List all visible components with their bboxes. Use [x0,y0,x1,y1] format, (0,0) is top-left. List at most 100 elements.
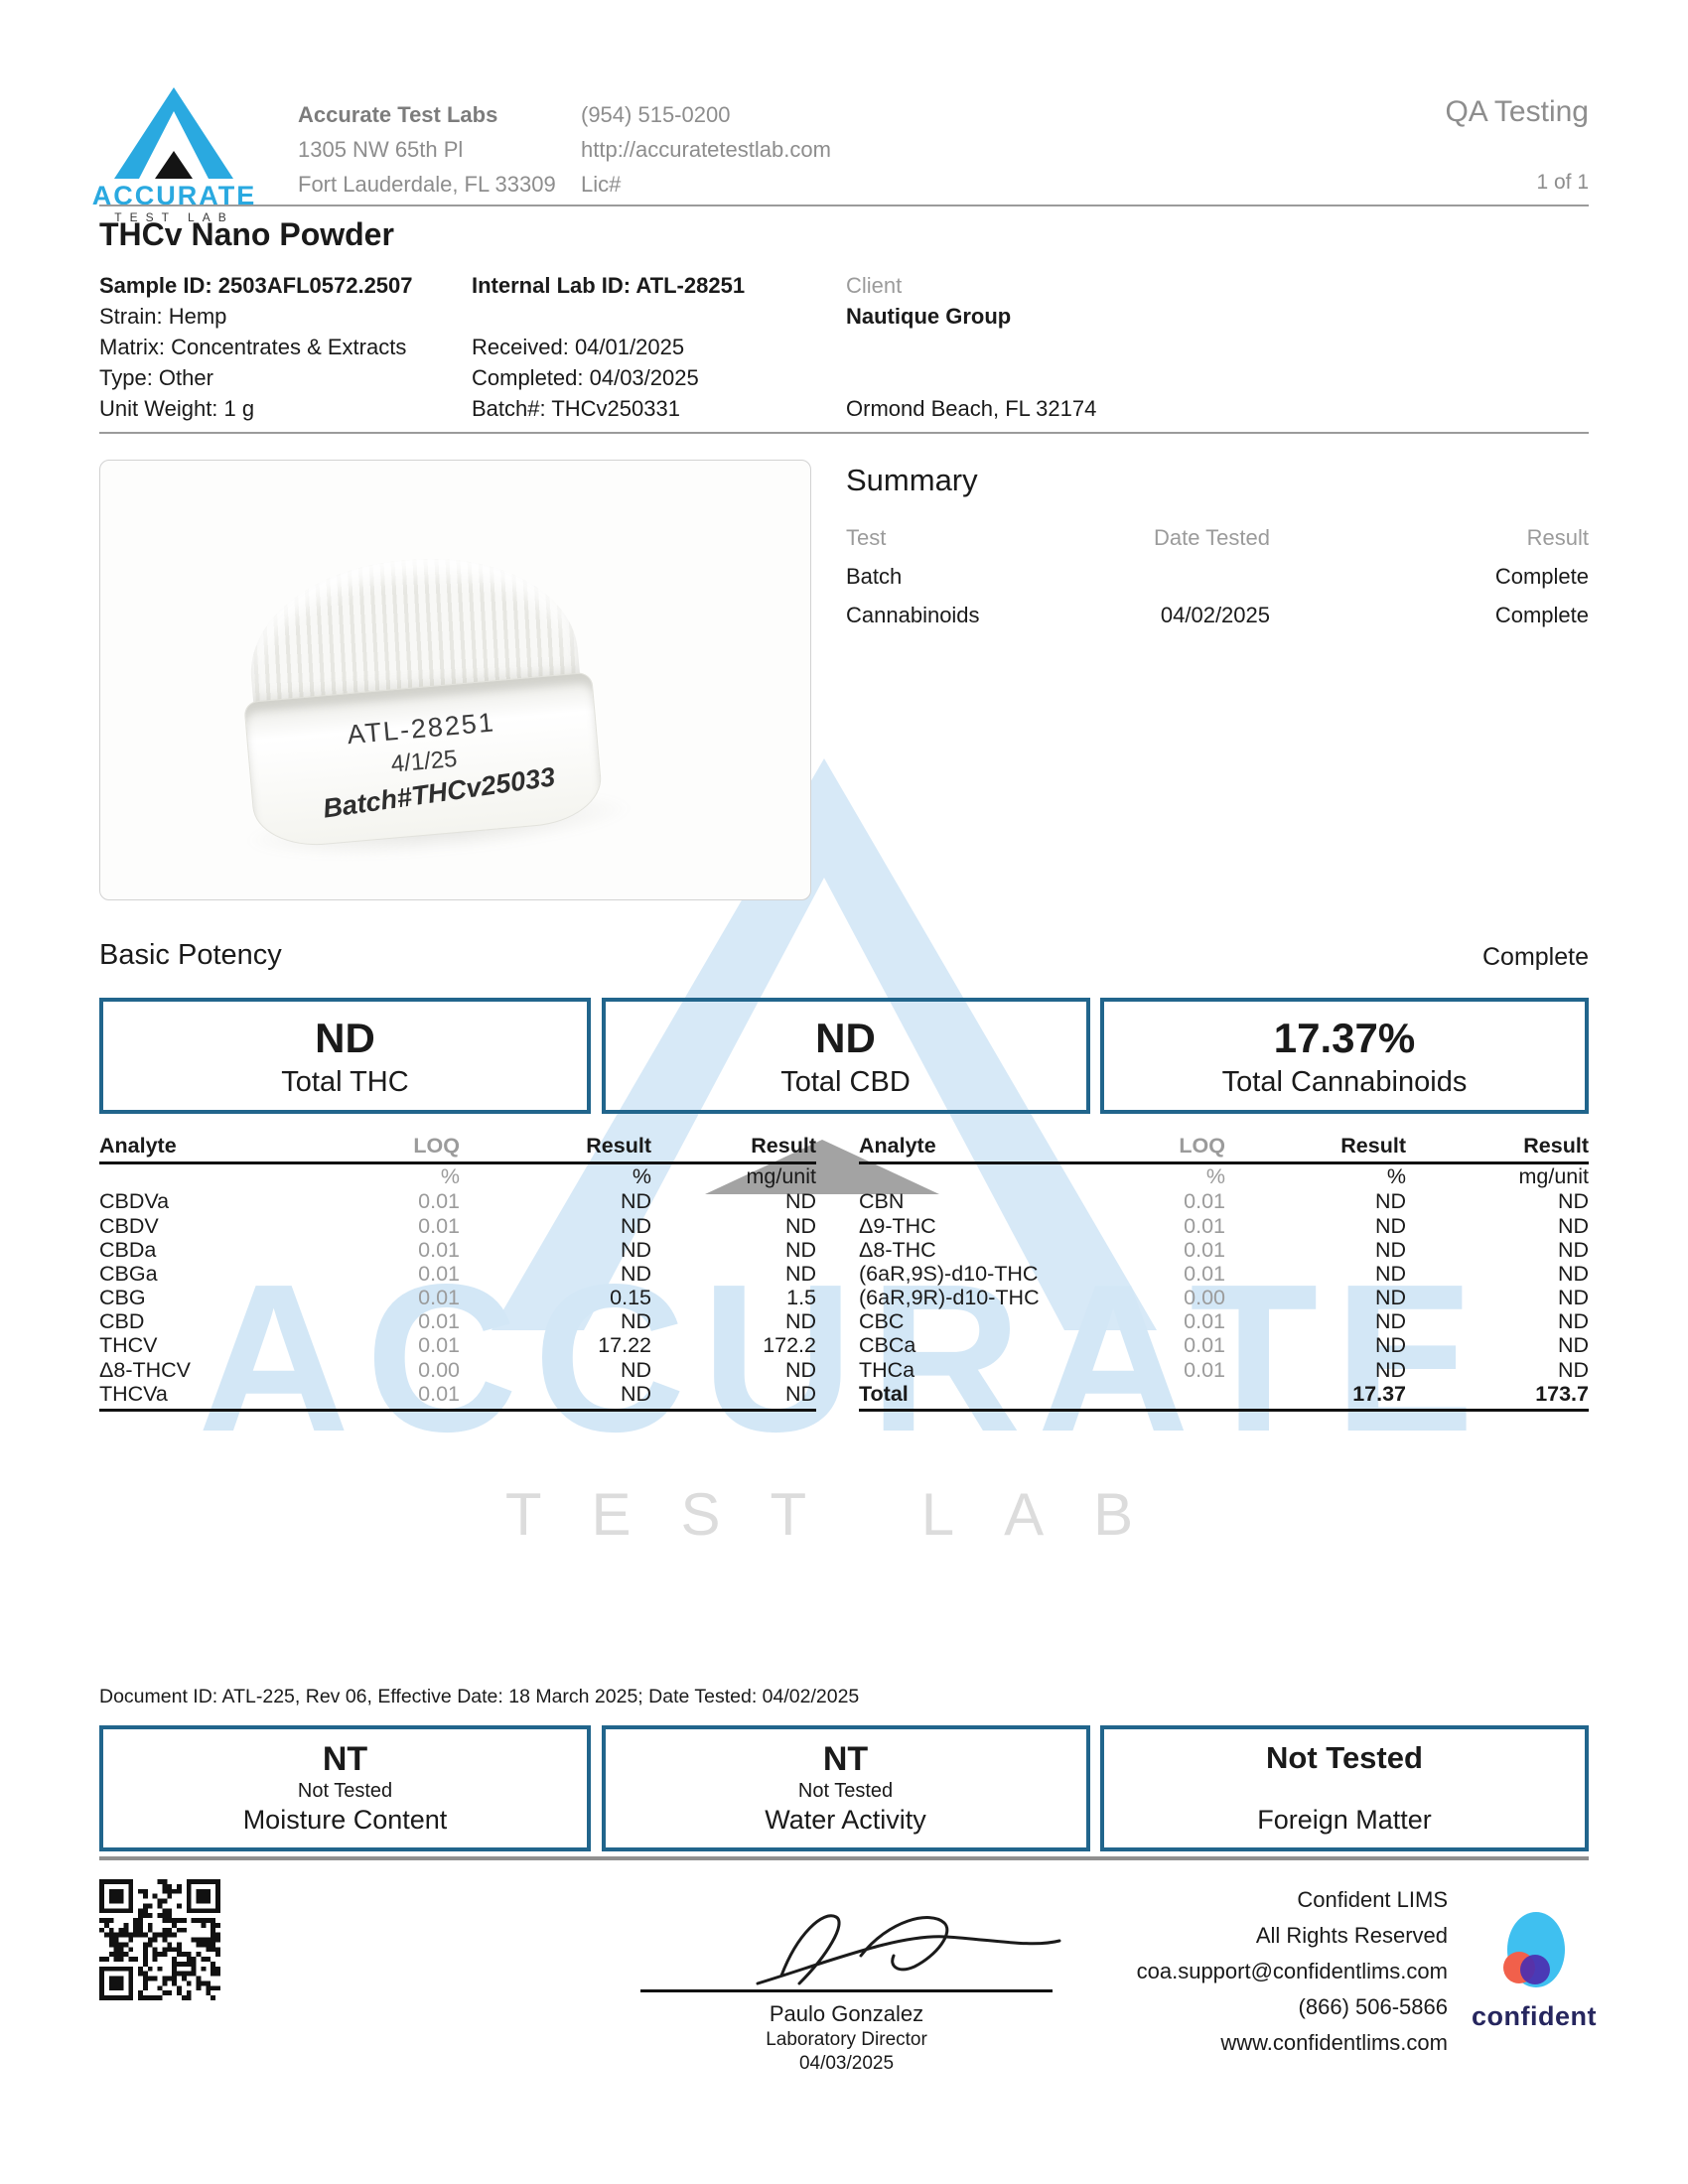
analyte-loq: 0.01 [418,1213,460,1238]
analyte-pct: ND [620,1189,651,1214]
analyte-col-result2: Result [751,1134,816,1159]
client-label: Client [846,273,903,298]
lims-info-block: Confident LIMS All Rights Reserved coa.s… [951,1882,1448,2061]
analyte-table-body: %% mg/unit CBN 0.01 ND ND Δ9-THC 0.01 ND ND Δ8-THC… [859,1164,1589,1412]
analyte-loq: 0.01 [1184,1261,1225,1286]
analyte-pct: ND [1374,1189,1406,1214]
water-activity-subtext: Not Tested [797,1779,894,1802]
analyte-units-row: %% mg/unit [99,1164,816,1190]
analyte-loq: 0.01 [418,1381,460,1406]
summary-result: Complete [1494,563,1589,589]
analyte-pct: ND [620,1309,651,1334]
analyte-col-result1: Result [1340,1134,1406,1159]
summary-title: Summary [846,463,978,497]
water-activity-label: Water Activity [765,1805,926,1835]
analyte-mg: ND [784,1237,816,1262]
analyte-row: THCa 0.01 ND ND [859,1358,1589,1382]
analyte-pct: ND [1374,1309,1406,1334]
analyte-pct: 17.22 [598,1333,651,1358]
analyte-header-row: Analyte LOQ Result Result [99,1132,816,1164]
analyte-mg: ND [1557,1237,1589,1262]
summary-row: Batch Complete [846,557,1589,596]
analyte-mg: ND [784,1309,816,1334]
summary-result: Complete [1494,602,1589,627]
analyte-col-result2: Result [1523,1134,1589,1159]
analyte-analyte: Δ9-THC [859,1213,936,1238]
analyte-loq: 0.01 [418,1286,460,1310]
basic-potency-title: Basic Potency [99,939,282,971]
analyte-loq: 0.01 [418,1309,460,1334]
sample-received: Received: 04/01/2025 [472,335,685,359]
analyte-row: CBDV 0.01 ND ND [99,1214,816,1238]
analyte-pct: ND [620,1261,651,1286]
analyte-pct: ND [1374,1333,1406,1358]
sample-unit-weight: Unit Weight: 1 g [99,396,255,421]
sample-info-col1: Sample ID: 2503AFL0572.2507 Strain: Hemp… [99,270,413,424]
analyte-pct: ND [620,1237,651,1262]
lab-name: Accurate Test Labs [298,102,498,127]
analyte-mg: ND [784,1261,816,1286]
lims-phone: (866) 506-5866 [1298,1994,1448,2019]
analyte-mg: ND [1557,1286,1589,1310]
confident-logo-text: confident [1472,2001,1597,2031]
lab-contact-block: (954) 515-0200 http://accuratetestlab.co… [581,97,831,202]
analyte-analyte: THCV [99,1333,158,1358]
total-cbd-value: ND [815,1015,876,1061]
analyte-analyte: THCa [859,1357,915,1382]
header-divider [99,205,1589,206]
analyte-mg: 1.5 [786,1286,816,1310]
analyte-mg: 172.2 [763,1333,816,1358]
watermark-accurate-text: ACCURATE [198,1240,1490,1475]
analyte-analyte: Total [859,1381,909,1406]
analyte-analyte: CBC [859,1309,905,1334]
potency-cards: ND Total THC ND Total CBD 17.37% Total C… [99,998,1589,1114]
unit-loq: % [1205,1164,1225,1189]
lab-address-line1: 1305 NW 65th Pl [298,137,464,162]
analyte-row: (6aR,9R)-d10-THC 0.00 ND ND [859,1287,1589,1310]
analyte-row: CBDa 0.01 ND ND [99,1238,816,1262]
analyte-row: THCV 0.01 17.22 172.2 [99,1334,816,1358]
analyte-row: CBG 0.01 0.15 1.5 [99,1287,816,1310]
analyte-pct: ND [620,1381,651,1406]
internal-lab-id: Internal Lab ID: ATL-28251 [472,273,746,298]
total-cannabinoids-card: 17.37% Total Cannabinoids [1100,998,1589,1114]
foreign-matter-value: Not Tested [1266,1740,1423,1775]
analyte-analyte: CBDVa [99,1189,170,1214]
lab-address-block: Accurate Test Labs 1305 NW 65th Pl Fort … [298,97,556,202]
summary-col-test: Test [846,524,887,550]
analyte-analyte: (6aR,9S)-d10-THC [859,1261,1039,1286]
moisture-content-subtext: Not Tested [297,1779,393,1802]
analyte-col-result1: Result [586,1134,651,1159]
lims-rights: All Rights Reserved [1255,1923,1448,1948]
analyte-pct: ND [1374,1261,1406,1286]
moisture-content-value: NT [322,1740,368,1778]
summary-test: Cannabinoids [846,602,980,627]
analyte-analyte: (6aR,9R)-d10-THC [859,1286,1040,1310]
lims-name: Confident LIMS [1297,1887,1448,1912]
analyte-mg: ND [1557,1309,1589,1334]
signature-line [640,1989,1053,1992]
analyte-mg: ND [784,1189,816,1214]
analyte-loq: 0.00 [418,1357,460,1382]
sample-strain: Strain: Hemp [99,304,227,329]
analyte-pct: ND [1374,1213,1406,1238]
summary-date: 04/02/2025 [1160,602,1270,627]
accurate-logo-icon [114,87,233,179]
total-thc-card: ND Total THC [99,998,591,1114]
sample-matrix: Matrix: Concentrates & Extracts [99,335,407,359]
sample-id: Sample ID: 2503AFL0572.2507 [99,273,413,298]
analyte-analyte: CBN [859,1189,905,1214]
analyte-pct: ND [1374,1286,1406,1310]
analyte-mg: ND [1557,1357,1589,1382]
analyte-pct: 0.15 [610,1286,651,1310]
analyte-row: THCVa 0.01 ND ND [99,1383,816,1407]
moisture-content-label: Moisture Content [242,1805,448,1835]
signature-scribble [756,1914,1061,1985]
product-title: THCv Nano Powder [99,216,394,252]
analyte-col-analyte: Analyte [859,1134,936,1159]
lims-website: www.confidentlims.com [1220,2030,1448,2055]
summary-rows: Batch Complete Cannabinoids 04/02/2025 Compl… [846,557,1589,634]
signatory-name: Paulo Gonzalez [769,2001,924,2026]
